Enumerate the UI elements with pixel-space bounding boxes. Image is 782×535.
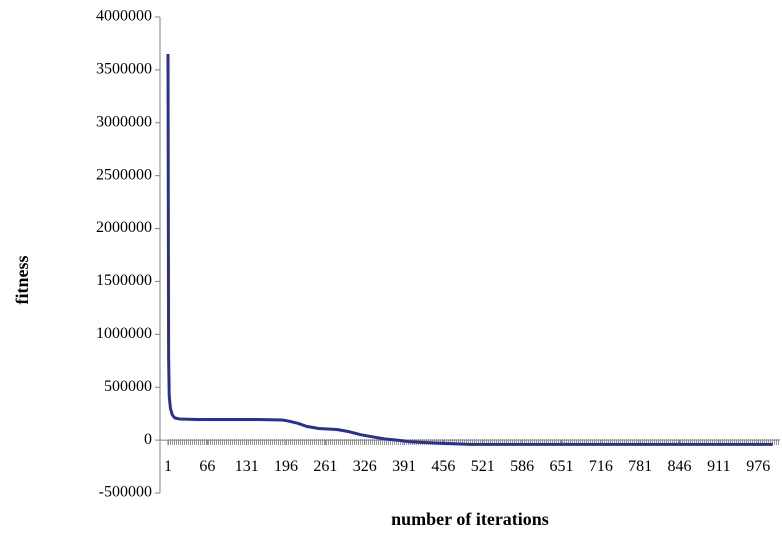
y-tick-label: 3000000	[96, 113, 152, 130]
x-tick-label: 261	[313, 458, 337, 475]
x-tick-label: 521	[471, 458, 495, 475]
x-tick-label: 586	[510, 458, 534, 475]
x-tick-label: 456	[431, 458, 455, 475]
x-axis-hatch	[168, 439, 780, 446]
y-tick-label: 3500000	[96, 61, 152, 78]
y-tick-label: 1500000	[96, 272, 152, 289]
x-tick-label: 1	[164, 458, 172, 475]
x-tick-label: 781	[628, 458, 652, 475]
x-tick-label: 196	[274, 458, 298, 475]
x-tick-label: 131	[235, 458, 259, 475]
x-axis-label: number of iterations	[391, 509, 549, 529]
x-tick-label: 66	[199, 458, 215, 475]
y-tick-label: 2500000	[96, 166, 152, 183]
y-tick-label: -500000	[99, 484, 152, 501]
x-tick-label: 326	[353, 458, 377, 475]
y-tick-label: 500000	[104, 378, 152, 395]
x-tick-label: 716	[589, 458, 613, 475]
y-tick-label: 0	[144, 431, 152, 448]
y-tick-label: 4000000	[96, 8, 152, 25]
x-tick-label: 911	[707, 458, 730, 475]
x-tick-label: 391	[392, 458, 416, 475]
y-axis-label: fitness	[12, 256, 32, 305]
y-tick-label: 1000000	[96, 325, 152, 342]
y-tick-label: 2000000	[96, 219, 152, 236]
data-line	[166, 54, 773, 446]
x-tick-label: 976	[746, 458, 770, 475]
x-tick-label: 651	[549, 458, 573, 475]
x-tick-label: 846	[668, 458, 692, 475]
